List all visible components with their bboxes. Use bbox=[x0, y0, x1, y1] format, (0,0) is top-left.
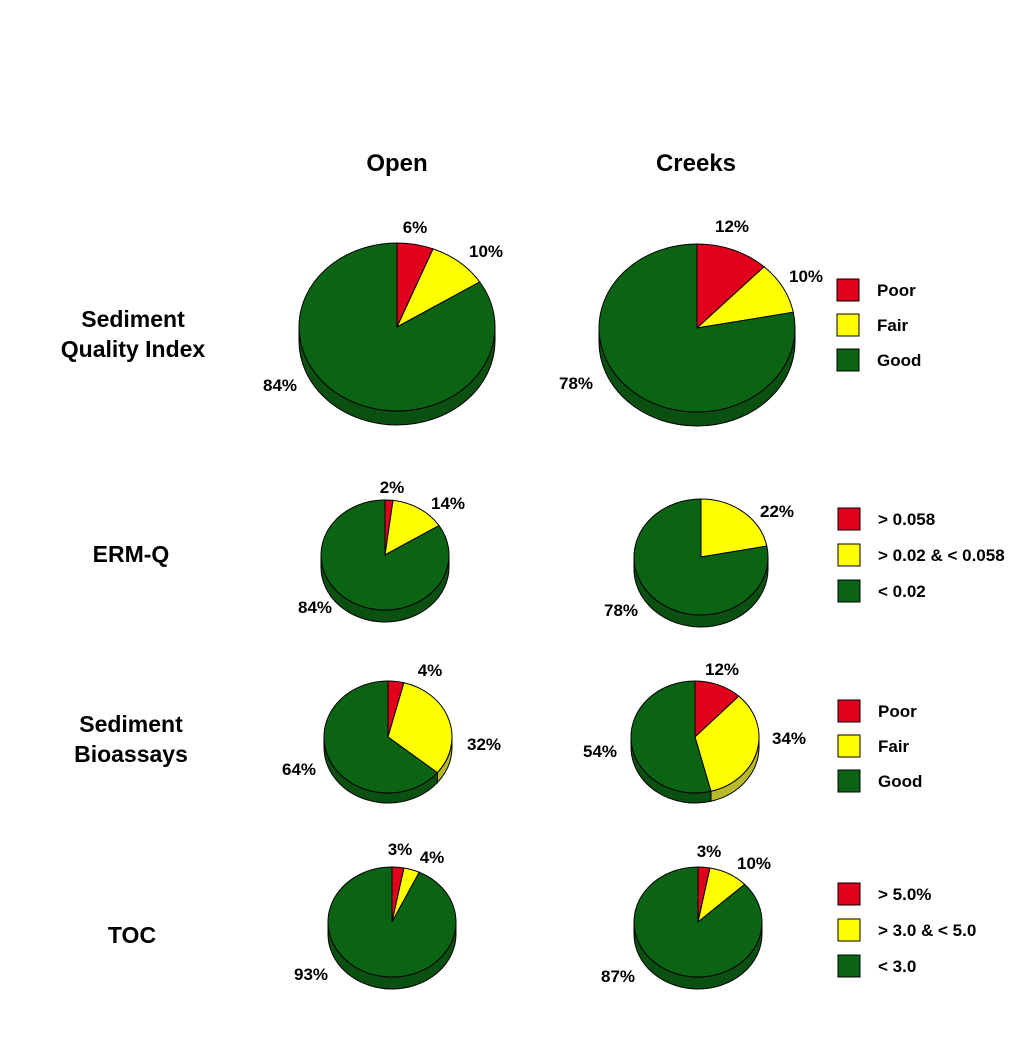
legend-label: Poor bbox=[878, 702, 917, 721]
legend-label: > 5.0% bbox=[878, 885, 931, 904]
legend-label: Good bbox=[877, 351, 921, 370]
row-title-line: Sediment bbox=[79, 711, 183, 737]
slice-label-red: 12% bbox=[715, 217, 749, 236]
legend-swatch-green bbox=[837, 769, 861, 793]
legend-label: Fair bbox=[878, 737, 910, 756]
chart-rows: Sediment Quality Index 6% 10% 84% 12% 10% 78% Po… bbox=[61, 217, 1005, 990]
legend-label: Poor bbox=[877, 281, 916, 300]
legend-swatch-yellow bbox=[837, 543, 861, 567]
slice-label-red: 3% bbox=[697, 842, 722, 861]
slice-label-yellow: 10% bbox=[737, 854, 771, 873]
legend-label: > 0.02 & < 0.058 bbox=[878, 546, 1005, 565]
slice-label-green: 78% bbox=[559, 374, 593, 393]
pie-slice-green bbox=[633, 866, 763, 978]
row-title-line: Bioassays bbox=[74, 741, 188, 767]
legend-swatch-red bbox=[837, 882, 861, 906]
pie-slice-green bbox=[630, 680, 712, 794]
legend: > 0.058 > 0.02 & < 0.058 < 0.02 bbox=[837, 507, 1005, 603]
slice-label-green: 84% bbox=[263, 376, 297, 395]
legend-label: < 3.0 bbox=[878, 957, 916, 976]
chart-row-1: Sediment Quality Index 6% 10% 84% 12% 10% 78% Po… bbox=[61, 217, 921, 427]
chart-row-3: Sediment Bioassays 4% 32% 64% 12% 34% 54% Poor Fa… bbox=[74, 660, 922, 804]
pie-slice-green bbox=[323, 680, 439, 794]
row-title-line: ERM-Q bbox=[93, 541, 170, 567]
legend-swatch-green bbox=[837, 954, 861, 978]
slice-label-yellow: 4% bbox=[420, 848, 445, 867]
row-title-line: TOC bbox=[108, 922, 156, 948]
slice-label-green: 54% bbox=[583, 742, 617, 761]
pie-slice-red bbox=[696, 243, 765, 330]
slice-label-red: 2% bbox=[380, 478, 405, 497]
pie-open: 3% 4% 93% bbox=[294, 840, 457, 990]
pie-slice-green bbox=[320, 499, 450, 611]
legend-label: > 3.0 & < 5.0 bbox=[878, 921, 976, 940]
legend-label: < 0.02 bbox=[878, 582, 926, 601]
slice-label-green: 64% bbox=[282, 760, 316, 779]
pie-slice-green bbox=[327, 866, 457, 978]
pie-slice-yellow bbox=[694, 695, 760, 792]
chart-row-2: ERM-Q 2% 14% 84% 22% 78% > 0.058 > 0.02 & < 0.0… bbox=[93, 478, 1005, 628]
chart-row-4: TOC 3% 4% 93% 3% 10% 87% > 5.0% > 3.0 & < 5.0 < 3… bbox=[108, 840, 976, 990]
legend-swatch-green bbox=[836, 348, 860, 372]
legend-label: Good bbox=[878, 772, 922, 791]
slice-label-yellow: 22% bbox=[760, 502, 794, 521]
slice-label-red: 12% bbox=[705, 660, 739, 679]
pie-open: 4% 32% 64% bbox=[282, 661, 501, 804]
legend: Poor Fair Good bbox=[837, 699, 922, 793]
pie-slice-green bbox=[633, 498, 769, 616]
legend-swatch-red bbox=[837, 507, 861, 531]
legend-swatch-red bbox=[836, 278, 860, 302]
pie-slice-yellow bbox=[384, 499, 440, 556]
pie-slice-yellow bbox=[700, 498, 768, 558]
legend: Poor Fair Good bbox=[836, 278, 921, 372]
slice-label-red: 4% bbox=[418, 661, 443, 680]
pie-open: 2% 14% 84% bbox=[298, 478, 465, 623]
legend-swatch-yellow bbox=[836, 313, 860, 337]
legend-swatch-yellow bbox=[837, 918, 861, 942]
slice-label-green: 78% bbox=[604, 601, 638, 620]
slice-label-green: 93% bbox=[294, 965, 328, 984]
slice-label-green: 84% bbox=[298, 598, 332, 617]
legend-swatch-green bbox=[837, 579, 861, 603]
slice-label-yellow: 32% bbox=[467, 735, 501, 754]
slice-label-yellow: 34% bbox=[772, 729, 806, 748]
legend-label: Fair bbox=[877, 316, 909, 335]
legend-label: > 0.058 bbox=[878, 510, 935, 529]
pie-creeks: 12% 10% 78% bbox=[559, 217, 823, 427]
slice-label-green: 87% bbox=[601, 967, 635, 986]
pie-creeks: 12% 34% 54% bbox=[583, 660, 806, 804]
pie-creeks: 3% 10% 87% bbox=[601, 842, 771, 990]
legend-swatch-red bbox=[837, 699, 861, 723]
pie-slice-green bbox=[298, 242, 496, 412]
slice-label-red: 6% bbox=[403, 218, 428, 237]
pie-open: 6% 10% 84% bbox=[263, 218, 503, 426]
legend: > 5.0% > 3.0 & < 5.0 < 3.0 bbox=[837, 882, 976, 978]
slice-label-yellow: 10% bbox=[789, 267, 823, 286]
slice-label-yellow: 14% bbox=[431, 494, 465, 513]
pie-slice-green bbox=[598, 243, 796, 413]
column-title-creeks: Creeks bbox=[656, 150, 736, 177]
pie-slice-yellow bbox=[387, 682, 453, 774]
row-title-line: Sediment bbox=[81, 306, 185, 332]
legend-swatch-yellow bbox=[837, 734, 861, 758]
slice-label-red: 3% bbox=[388, 840, 413, 859]
slice-label-yellow: 10% bbox=[469, 242, 503, 261]
pie-creeks: 22% 78% bbox=[604, 498, 794, 628]
row-title-line: Quality Index bbox=[61, 336, 206, 362]
column-title-open: Open bbox=[366, 150, 427, 177]
